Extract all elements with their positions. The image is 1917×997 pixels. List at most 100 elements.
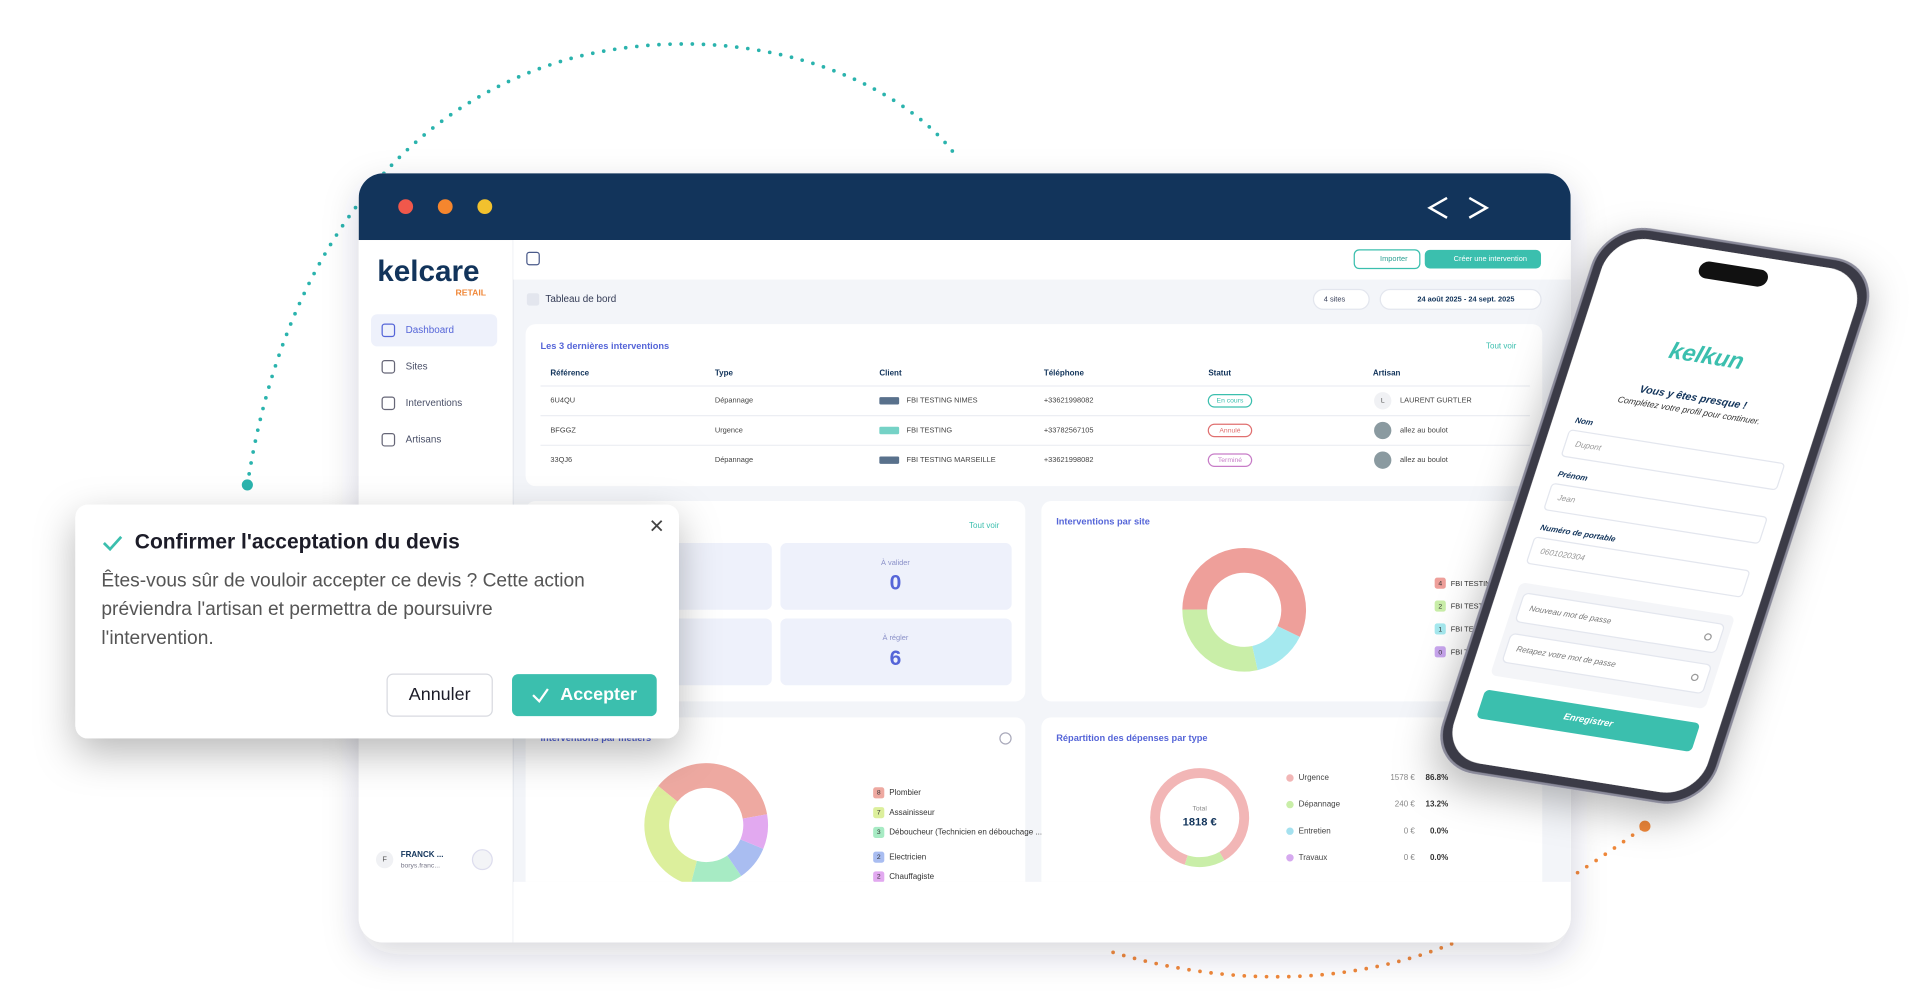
cell-ref: 33QJ6 bbox=[550, 455, 572, 464]
submit-button[interactable] bbox=[1476, 689, 1700, 752]
artisan-avatar bbox=[1374, 421, 1392, 440]
cell-client: FBI TESTING NIMES bbox=[907, 396, 978, 405]
create-button[interactable] bbox=[1424, 249, 1542, 269]
help-icon bbox=[999, 732, 1012, 745]
total-label: Total bbox=[1192, 806, 1207, 813]
menu-icon bbox=[381, 432, 396, 447]
window-dot bbox=[398, 199, 414, 215]
close-icon[interactable] bbox=[651, 520, 663, 532]
breadcrumb: Tableau de bord bbox=[545, 294, 616, 305]
legend-badge bbox=[873, 787, 885, 799]
menu-item[interactable]: Interventions bbox=[406, 398, 463, 409]
status-pill bbox=[1207, 393, 1253, 408]
card-title: Répartition des dépenses par type bbox=[1056, 733, 1207, 743]
eye-icon bbox=[1704, 633, 1712, 641]
import-button[interactable] bbox=[1353, 249, 1421, 270]
text-input[interactable] bbox=[1526, 536, 1750, 598]
brand-sub: RETAIL bbox=[455, 287, 486, 297]
sidebar-toggle[interactable] bbox=[526, 251, 540, 266]
legend-label: Entretien bbox=[1299, 826, 1331, 835]
legend-badge bbox=[1434, 646, 1446, 658]
legend-count: 7 bbox=[877, 809, 881, 816]
card bbox=[1041, 717, 1543, 882]
kpi-value: 6 bbox=[890, 647, 902, 670]
check-icon bbox=[102, 535, 123, 552]
dotted-arc bbox=[245, 42, 955, 487]
artisan-avatar bbox=[1374, 451, 1392, 469]
toolbar: Importer Créer une intervention Tableau de… bbox=[526, 249, 1542, 310]
cell-phone: +33782567105 bbox=[1044, 425, 1094, 434]
window-dot bbox=[477, 199, 493, 215]
trade-chart-card: Interventions par métiers8Plombier7Assai… bbox=[525, 717, 1042, 882]
legend-count: 2 bbox=[877, 854, 881, 861]
legend-amount: 0 € bbox=[1404, 826, 1416, 835]
legend-share: 86.8% bbox=[1426, 773, 1449, 782]
legend-badge bbox=[873, 851, 885, 863]
legend-count: 4 bbox=[1438, 581, 1442, 588]
donut-slice bbox=[740, 814, 768, 849]
notch bbox=[1698, 261, 1768, 287]
client-logo bbox=[879, 397, 900, 405]
dotted-arc bbox=[1111, 824, 1647, 979]
accept-button[interactable] bbox=[512, 674, 657, 717]
date-label: 24 août 2025 - 24 sept. 2025 bbox=[1417, 294, 1514, 303]
cell-phone: +33621998082 bbox=[1044, 455, 1094, 464]
donut-slice bbox=[1184, 851, 1225, 868]
menu-icon bbox=[381, 396, 396, 411]
cell-phone: +33621998082 bbox=[1044, 396, 1094, 405]
cell-artisan: allez au boulot bbox=[1400, 455, 1448, 464]
user-name: FRANCK ... bbox=[401, 850, 444, 859]
legend-label: Travaux bbox=[1299, 853, 1328, 862]
legend-dot bbox=[1286, 800, 1294, 809]
date-range[interactable] bbox=[1379, 288, 1542, 310]
menu-item[interactable]: Artisans bbox=[406, 434, 442, 445]
see-all[interactable]: Tout voir bbox=[1486, 342, 1517, 351]
password-input[interactable] bbox=[1515, 592, 1725, 654]
field-label: Prénom bbox=[1557, 470, 1589, 483]
menu-item[interactable]: Sites bbox=[406, 361, 428, 372]
legend-count: 0 bbox=[1438, 649, 1442, 656]
kpi-label: À régler bbox=[882, 633, 908, 642]
client-logo bbox=[879, 426, 900, 435]
cancel-button[interactable] bbox=[386, 673, 493, 717]
placeholder: Jean bbox=[1556, 493, 1577, 505]
legend-badge bbox=[1434, 577, 1446, 589]
cell-type: Dépannage bbox=[715, 396, 753, 405]
dialog-body: préviendra l'artisan et permettra de pou… bbox=[101, 599, 492, 620]
table-header: Téléphone bbox=[1044, 369, 1085, 378]
cancel-label: Annuler bbox=[409, 684, 471, 704]
password-input[interactable] bbox=[1502, 633, 1712, 694]
legend-dot bbox=[1286, 774, 1294, 782]
text-input[interactable] bbox=[1544, 483, 1768, 544]
cell-ref: 6U4QU bbox=[550, 396, 575, 405]
sites-select[interactable] bbox=[1312, 288, 1370, 310]
text-input[interactable] bbox=[1561, 429, 1785, 491]
create-label: Créer une intervention bbox=[1454, 254, 1527, 263]
see-all[interactable]: Tout voir bbox=[969, 521, 1000, 530]
legend-share: 13.2% bbox=[1426, 800, 1449, 809]
window-dot bbox=[437, 199, 453, 215]
cell-client: FBI TESTING bbox=[907, 425, 953, 434]
notifications[interactable] bbox=[471, 849, 493, 871]
menu-item[interactable]: Dashboard bbox=[406, 325, 454, 336]
legend-label: FBI TESTING bbox=[1451, 579, 1497, 588]
legend-count: 1 bbox=[1438, 626, 1442, 633]
legend-badge bbox=[873, 871, 885, 882]
dialog-body: Êtes-vous sûr de vouloir accepter ce dev… bbox=[101, 570, 584, 591]
kpi-box bbox=[780, 543, 1012, 610]
legend-label: Chauffagiste bbox=[889, 872, 934, 881]
user-avatar bbox=[375, 850, 394, 869]
status: Annulé bbox=[1219, 427, 1240, 434]
dialog-body: l'intervention. bbox=[101, 628, 213, 649]
interventions-card: Les 3 dernières interventions Tout voir Ré… bbox=[525, 324, 1543, 487]
table-header: Artisan bbox=[1373, 369, 1401, 378]
breadcrumb-icon bbox=[526, 293, 540, 306]
legend-amount: 1578 € bbox=[1390, 773, 1415, 782]
status-pill bbox=[1207, 423, 1253, 438]
legend-label: Dépannage bbox=[1299, 800, 1341, 809]
table-header: Client bbox=[879, 369, 902, 378]
